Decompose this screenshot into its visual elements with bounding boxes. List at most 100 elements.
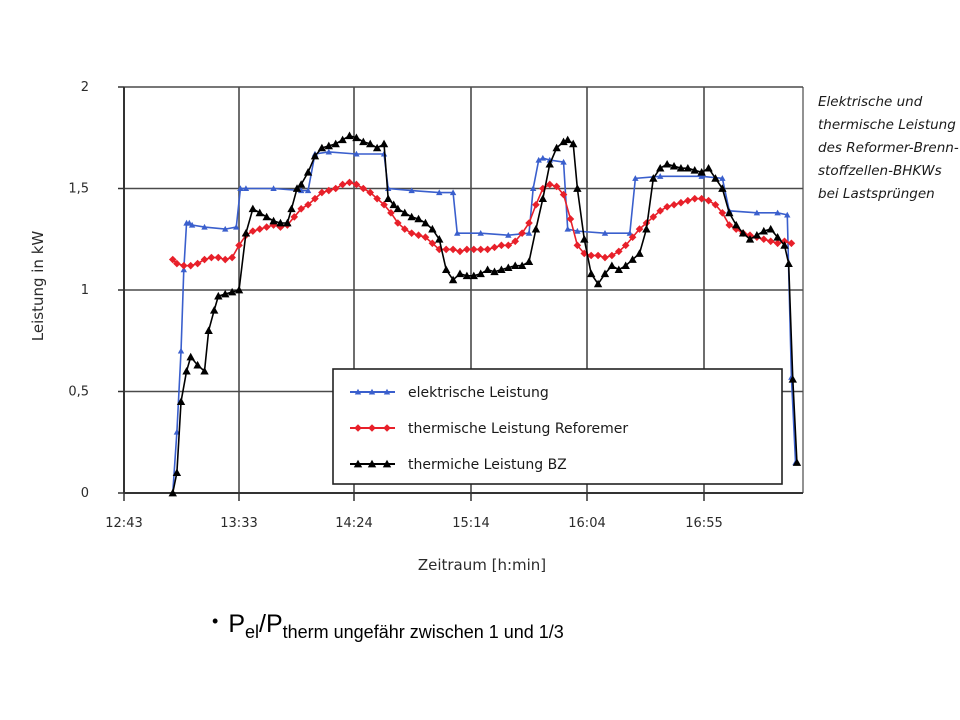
- data-point: [784, 211, 791, 218]
- legend: elektrische Leistung thermische Leistung …: [332, 368, 783, 485]
- data-point: [504, 241, 513, 250]
- data-point: [690, 166, 699, 174]
- data-point: [505, 231, 512, 238]
- y-tick-label: 0: [81, 486, 89, 501]
- data-point: [677, 198, 685, 207]
- data-point: [367, 459, 377, 468]
- caption-line: bei Lastsprüngen: [818, 186, 935, 202]
- data-point: [676, 164, 686, 172]
- data-point: [441, 265, 451, 274]
- data-point: [435, 245, 444, 254]
- data-point: [559, 137, 568, 146]
- bullet-p-el: Pel/Ptherm ungefähr zwischen 1 und 1/3: [228, 610, 564, 642]
- data-point: [608, 251, 616, 260]
- legend-label: thermische Leistung Reforemer: [408, 421, 628, 437]
- data-point: [324, 141, 333, 150]
- data-point: [373, 194, 381, 203]
- data-point: [221, 255, 230, 264]
- data-point: [483, 245, 492, 254]
- data-point: [249, 227, 257, 235]
- x-tick-label: 16:55: [685, 516, 722, 531]
- data-point: [214, 253, 223, 262]
- data-point: [483, 265, 492, 274]
- data-point: [241, 228, 251, 237]
- chart-axes: [118, 86, 804, 501]
- data-point: [725, 208, 734, 217]
- data-point: [168, 255, 177, 264]
- caption-line: stoffzellen-BHKWs: [818, 163, 942, 179]
- data-point: [792, 458, 802, 466]
- data-point: [221, 289, 230, 298]
- data-point: [564, 225, 571, 232]
- data-point: [449, 245, 457, 254]
- data-point: [642, 224, 651, 233]
- data-point: [209, 306, 219, 314]
- data-point: [698, 173, 705, 179]
- data-point: [234, 285, 244, 294]
- data-point: [535, 156, 542, 163]
- data-point: [394, 219, 402, 227]
- chart-series: [168, 131, 802, 497]
- data-point: [287, 204, 296, 213]
- data-point: [331, 184, 340, 193]
- data-point: [539, 154, 547, 161]
- data-point: [296, 180, 306, 188]
- data-point: [497, 265, 506, 274]
- data-point: [628, 255, 637, 263]
- series-line: [172, 181, 792, 267]
- data-point: [642, 219, 651, 227]
- data-point: [635, 249, 644, 257]
- data-point: [290, 213, 299, 221]
- data-point: [774, 209, 781, 216]
- data-point: [428, 224, 437, 233]
- data-point: [731, 220, 741, 229]
- data-point: [601, 253, 609, 262]
- data-point: [780, 241, 789, 249]
- data-point: [338, 180, 347, 189]
- data-point: [773, 233, 782, 241]
- data-point: [383, 424, 391, 432]
- data-point: [353, 150, 360, 157]
- data-point: [242, 185, 250, 192]
- legend-label: thermiche Leistung BZ: [408, 457, 567, 473]
- data-point: [594, 251, 602, 260]
- data-point: [176, 397, 186, 406]
- data-point: [237, 185, 244, 192]
- y-tick-label: 0,5: [68, 385, 89, 400]
- bullet-note: • Pel/Ptherm ungefähr zwischen 1 und 1/3: [212, 610, 912, 643]
- data-point: [435, 235, 444, 243]
- data-point: [354, 388, 362, 395]
- data-point: [207, 253, 216, 262]
- data-point: [552, 182, 561, 191]
- data-point: [656, 164, 665, 172]
- data-point: [354, 424, 362, 432]
- data-point: [366, 188, 375, 197]
- data-point: [766, 237, 775, 246]
- data-point: [379, 139, 389, 148]
- data-point: [276, 223, 285, 231]
- data-point: [359, 184, 368, 193]
- data-point: [345, 178, 354, 187]
- data-point: [325, 148, 332, 155]
- data-point: [711, 174, 720, 182]
- data-point: [179, 261, 188, 270]
- data-point: [168, 488, 177, 497]
- data-point: [560, 158, 567, 165]
- data-point: [573, 241, 582, 250]
- caption-line: thermische Leistung: [818, 117, 956, 133]
- data-point: [270, 185, 277, 192]
- data-point: [383, 194, 393, 203]
- legend-box: [332, 368, 783, 485]
- data-point: [436, 189, 443, 196]
- data-point: [738, 228, 748, 237]
- data-point: [759, 226, 768, 235]
- data-point: [407, 229, 416, 237]
- data-point: [704, 164, 713, 172]
- data-point: [186, 261, 195, 270]
- data-point: [428, 239, 437, 248]
- data-point: [569, 139, 578, 148]
- y-tick-label: 1,5: [68, 182, 89, 197]
- data-point: [587, 251, 595, 260]
- x-tick-label: 16:04: [568, 516, 605, 531]
- data-point: [222, 225, 229, 232]
